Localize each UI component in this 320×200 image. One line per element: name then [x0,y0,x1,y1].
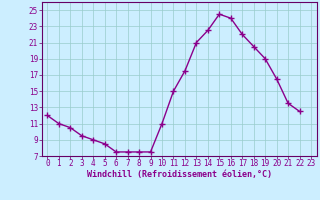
X-axis label: Windchill (Refroidissement éolien,°C): Windchill (Refroidissement éolien,°C) [87,170,272,179]
